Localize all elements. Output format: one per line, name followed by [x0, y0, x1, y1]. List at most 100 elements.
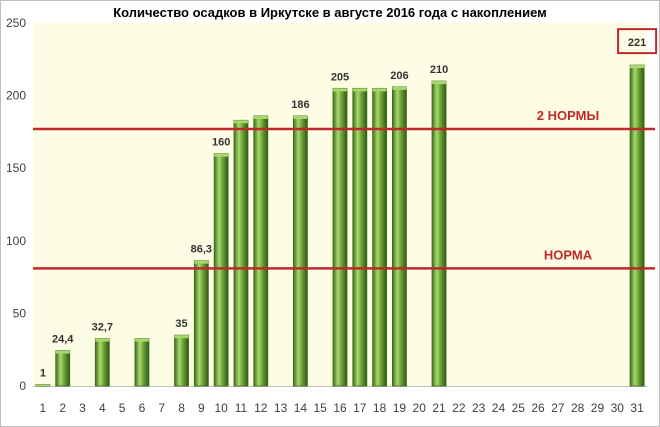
bar-top: [214, 153, 229, 157]
x-tick-label: 9: [198, 401, 205, 415]
y-tick-label: 100: [6, 234, 26, 248]
data-label: 35: [175, 318, 187, 330]
y-tick-label: 0: [19, 379, 26, 393]
bar-body: [431, 80, 447, 387]
x-tick-label: 7: [158, 401, 165, 415]
bar-body: [55, 350, 71, 387]
x-tick-label: 18: [373, 401, 387, 415]
bar-body: [352, 87, 368, 387]
bar: [55, 350, 71, 387]
data-label: 205: [331, 71, 349, 83]
bar-body: [174, 334, 189, 387]
x-tick-label: 2: [59, 401, 66, 415]
y-tick-label: 50: [13, 306, 27, 320]
bar-top: [372, 88, 387, 92]
bar: [372, 87, 388, 387]
bar-body: [372, 87, 388, 387]
x-tick-label: 16: [333, 401, 347, 415]
reference-line-label: 2 НОРМЫ: [537, 108, 599, 123]
y-tick-label: 150: [6, 161, 26, 175]
bar-top: [432, 81, 447, 85]
x-tick-label: 27: [551, 401, 565, 415]
x-tick-label: 11: [235, 401, 248, 415]
data-labels: 1 24,4 32,7 35 86,3 160 186 205 206 210 221: [40, 28, 658, 380]
x-tick-label: 12: [254, 401, 268, 415]
x-tick-label: 10: [214, 401, 228, 415]
y-axis: 0 50 100 150 200 250: [6, 16, 647, 393]
x-tick-label: 15: [314, 401, 328, 415]
x-tick-label: 24: [492, 401, 506, 415]
bar-top: [233, 120, 248, 124]
data-label: 86,3: [191, 244, 212, 256]
bar-top: [55, 350, 70, 354]
data-label: 210: [430, 64, 448, 76]
x-tick-label: 21: [432, 401, 446, 415]
x-tick-label: 14: [294, 401, 308, 415]
bar: [431, 80, 447, 387]
data-label: 206: [390, 70, 408, 82]
bar-body: [253, 115, 269, 387]
bar-body: [94, 338, 110, 387]
bar: [392, 86, 407, 387]
x-axis: 1 2 3 4 5 6 7 8 9 10 11 12 13 14 15 16 17 18 19 20 21 22 23 24 2…: [40, 401, 645, 415]
x-tick-label: 26: [531, 401, 545, 415]
bar: [35, 384, 51, 387]
bar-top: [352, 88, 367, 92]
bar-body: [292, 115, 308, 387]
x-tick-label: 28: [571, 401, 585, 415]
bar-top: [630, 65, 645, 69]
data-label: 24,4: [52, 334, 74, 346]
bar-body: [193, 260, 209, 387]
x-tick-label: 4: [99, 401, 106, 415]
bar-body: [332, 87, 348, 387]
bar-body: [134, 338, 150, 387]
bar-body: [233, 119, 249, 387]
x-tick-label: 23: [472, 401, 486, 415]
y-tick-label: 200: [6, 89, 26, 103]
x-tick-label: 13: [274, 401, 288, 415]
bar: [233, 119, 249, 387]
bar: [629, 64, 645, 387]
bar: [292, 115, 308, 387]
x-tick-label: 17: [353, 401, 367, 415]
reference-lines: НОРМА 2 НОРМЫ: [33, 108, 655, 270]
x-tick-label: 6: [139, 401, 146, 415]
bar: [193, 260, 209, 387]
x-tick-label: 1: [40, 401, 47, 415]
x-tick-label: 30: [611, 401, 625, 415]
data-label: 1: [40, 368, 46, 380]
data-label: 186: [291, 99, 309, 111]
bar: [352, 87, 368, 387]
bar-top: [134, 338, 149, 342]
y-tick-label: 250: [6, 16, 26, 30]
x-tick-label: 19: [393, 401, 407, 415]
bar: [253, 115, 269, 387]
bar-top: [95, 338, 110, 342]
data-label: 221: [628, 37, 646, 49]
bar-top: [174, 335, 189, 339]
x-tick-label: 25: [512, 401, 526, 415]
bar-top: [293, 115, 308, 119]
bar-top: [35, 384, 50, 386]
bar: [134, 338, 150, 387]
x-tick-label: 3: [79, 401, 86, 415]
x-tick-label: 29: [591, 401, 605, 415]
highlight-box: [617, 28, 658, 55]
bar: [213, 153, 229, 387]
bar-body: [213, 153, 229, 387]
bar-body: [629, 64, 645, 387]
bar-series: [35, 64, 645, 387]
x-tick-label: 20: [413, 401, 427, 415]
x-tick-label: 22: [452, 401, 466, 415]
bar-body: [392, 86, 407, 387]
bar-top: [333, 88, 347, 92]
bar: [332, 87, 348, 387]
reference-line-label: НОРМА: [544, 247, 593, 262]
data-label: 32,7: [92, 322, 113, 334]
x-tick-label: 5: [119, 401, 126, 415]
bar-top: [392, 86, 407, 90]
bar-top: [194, 260, 209, 264]
chart-title: Количество осадков в Иркутске в августе …: [113, 5, 547, 20]
bar: [174, 334, 189, 387]
